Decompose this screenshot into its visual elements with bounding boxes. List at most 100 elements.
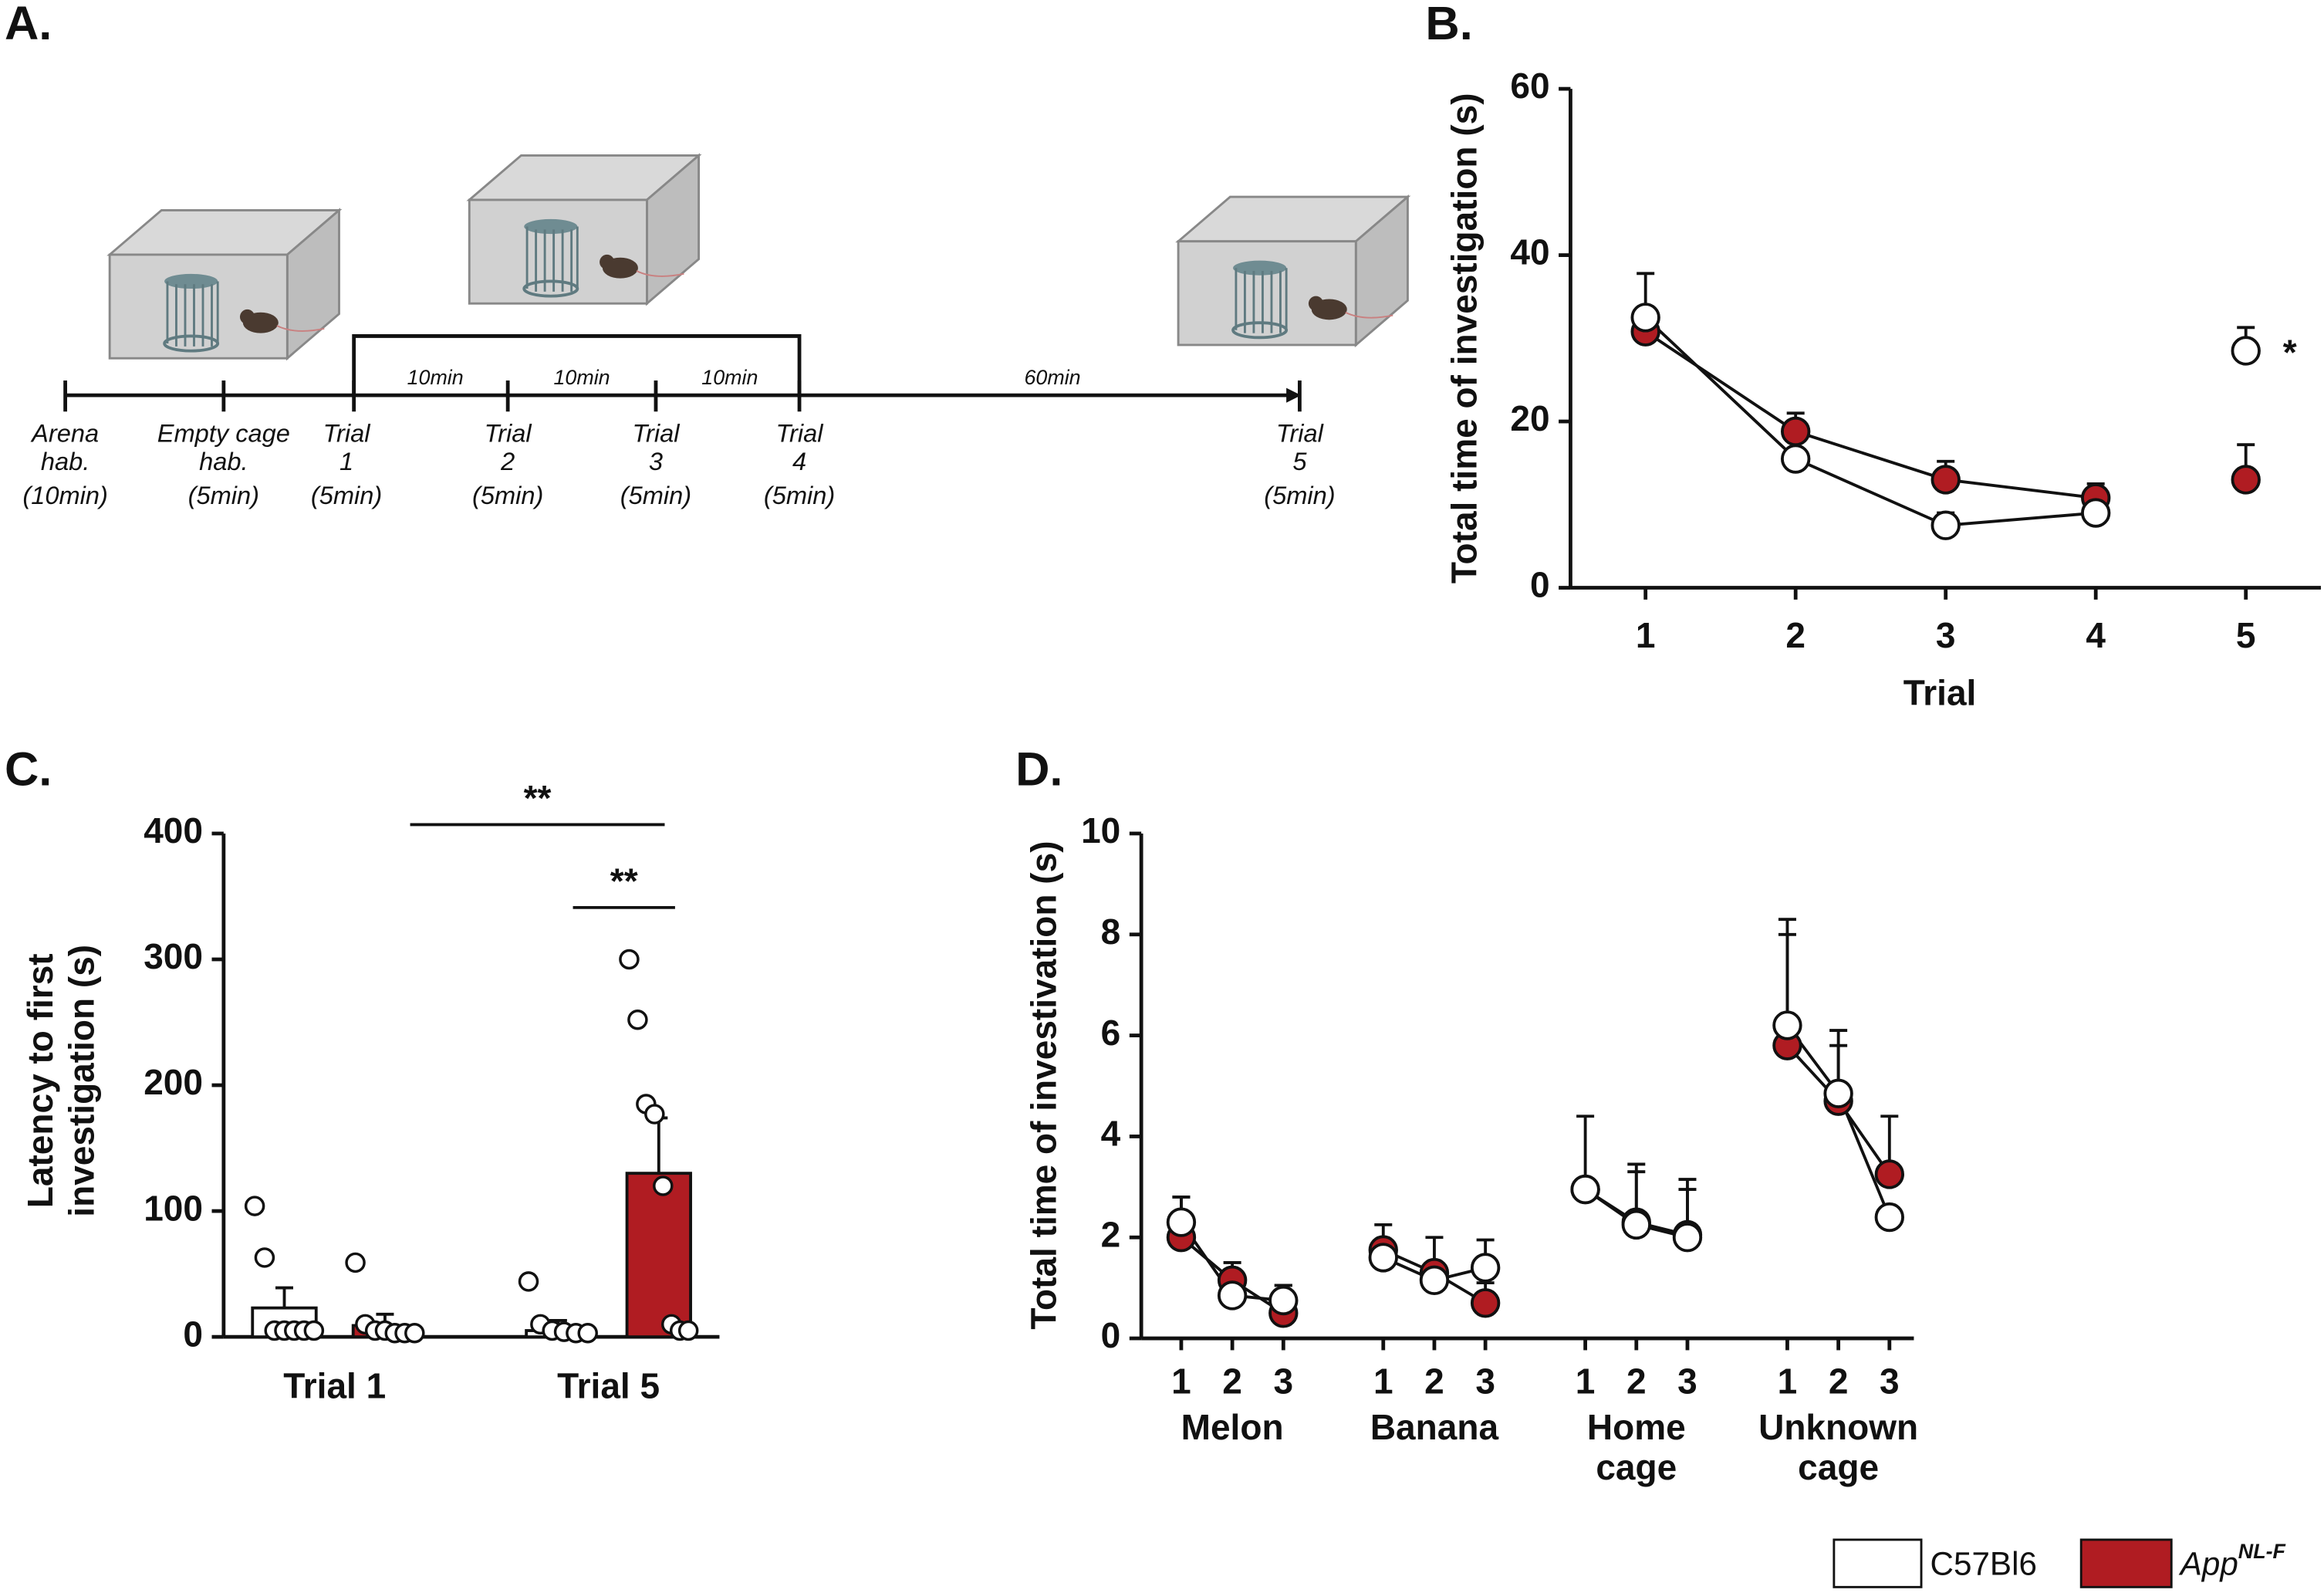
y-axis-label: Latency to first: [20, 953, 60, 1208]
x-tick-label: 2: [1424, 1361, 1444, 1402]
x-tick-label: 1: [1576, 1361, 1596, 1402]
panel-label: C.: [5, 743, 52, 796]
data-point: [619, 949, 640, 970]
x-tick-label: 5: [2236, 615, 2256, 655]
marker: [1781, 444, 1811, 474]
panel-label: A.: [5, 0, 52, 50]
marker: [2231, 336, 2261, 366]
marker: [1772, 1010, 1802, 1040]
group-label: Banana: [1370, 1407, 1499, 1447]
x-tick-label: 1: [1373, 1361, 1393, 1402]
bar: [625, 1172, 692, 1339]
y-tick-label: 8: [1101, 911, 1121, 952]
x-tick-label: 3: [1475, 1361, 1495, 1402]
interval-label: 10min: [553, 366, 610, 389]
legend-superscript: NL-F: [2238, 1540, 2286, 1563]
y-axis-label: Total time of investigation (s): [1444, 93, 1484, 583]
step-label: (10min): [22, 481, 107, 509]
y-tick-label: 20: [1510, 398, 1549, 438]
y-tick-label: 0: [183, 1314, 203, 1354]
y-tick-label: 6: [1101, 1013, 1121, 1053]
marker: [1570, 1174, 1600, 1205]
step-label: Trial: [776, 419, 824, 448]
step-label: Trial: [485, 419, 532, 448]
marker: [1166, 1207, 1197, 1237]
y-tick-label: 10: [1081, 810, 1120, 851]
step-label: 1: [339, 447, 353, 475]
panel-label: B.: [1425, 0, 1472, 50]
interval-label: 10min: [701, 366, 758, 389]
x-tick-label: 1: [1171, 1361, 1191, 1402]
marker: [1874, 1202, 1904, 1233]
step-label: (5min): [188, 481, 259, 509]
step-label: 2: [500, 447, 515, 475]
annotation: *: [2283, 333, 2297, 373]
legend-label: C57Bl6: [1930, 1546, 2037, 1582]
y-tick-label: 0: [1530, 565, 1550, 605]
data-point: [677, 1320, 699, 1341]
line: [1644, 316, 2096, 527]
marker: [1419, 1265, 1450, 1296]
marker: [1217, 1280, 1248, 1311]
significance-label: **: [610, 861, 638, 901]
y-tick-label: 200: [144, 1062, 203, 1102]
group-label-text: Melon: [1181, 1407, 1284, 1447]
y-tick-label: 300: [144, 936, 203, 976]
x-tick-label: 4: [2086, 615, 2106, 655]
y-axis-label: Total time of investivation (s): [1024, 840, 1064, 1329]
data-point: [644, 1104, 665, 1125]
data-point: [577, 1323, 598, 1344]
step-label: (5min): [764, 481, 835, 509]
data-point: [254, 1247, 275, 1268]
interval-label: 10min: [407, 366, 464, 389]
marker: [1470, 1253, 1501, 1283]
step-label: 5: [1292, 447, 1307, 475]
marker: [2231, 465, 2261, 495]
error-bar: [650, 1116, 668, 1174]
x-tick-label: 3: [1880, 1361, 1900, 1402]
data-point: [404, 1323, 425, 1344]
y-tick-label: 0: [1101, 1315, 1121, 1355]
marker: [1823, 1078, 1853, 1109]
step-label: 3: [649, 447, 663, 475]
data-point: [244, 1196, 265, 1216]
data-point: [303, 1320, 325, 1341]
interval-label: 60min: [1024, 366, 1080, 389]
step-label: hab.: [199, 447, 248, 475]
step-label: Empty cage: [157, 419, 290, 448]
y-tick-label: 40: [1510, 232, 1549, 272]
x-tick-label: 2: [1626, 1361, 1647, 1402]
legend-swatch: [1833, 1538, 1923, 1588]
x-tick-label: 3: [1273, 1361, 1293, 1402]
step-label: hab.: [41, 447, 90, 475]
group-label-text: Banana: [1370, 1407, 1499, 1447]
error-bar: [275, 1286, 294, 1308]
step-label: Trial: [1276, 419, 1324, 448]
marker: [1268, 1285, 1299, 1316]
y-axis-label: investigation (s): [62, 945, 102, 1217]
marker: [1930, 510, 1961, 540]
x-tick-label: 1: [1636, 615, 1656, 655]
marker: [1368, 1243, 1398, 1273]
x-tick-label: 3: [1936, 615, 1956, 655]
x-tick-label: 2: [1829, 1361, 1849, 1402]
marker: [1874, 1159, 1904, 1189]
marker: [1781, 416, 1811, 447]
x-tick-label: 2: [1785, 615, 1805, 655]
marker: [1470, 1288, 1501, 1318]
x-axis-label: Trial: [1903, 673, 1977, 713]
step-label: Trial: [632, 419, 680, 448]
marker: [1930, 465, 1961, 495]
data-point: [627, 1010, 648, 1030]
group-label: Melon: [1181, 1407, 1284, 1447]
x-tick-label: Trial 5: [557, 1365, 660, 1405]
cage-icon: [1177, 195, 1410, 347]
y-tick-label: 2: [1101, 1214, 1121, 1254]
line: [1644, 330, 2096, 500]
legend-name: App: [2178, 1546, 2238, 1582]
group-label: Unknown cage: [1758, 1407, 1918, 1487]
x-tick-label: 3: [1677, 1361, 1697, 1402]
timeline: [63, 334, 1302, 412]
